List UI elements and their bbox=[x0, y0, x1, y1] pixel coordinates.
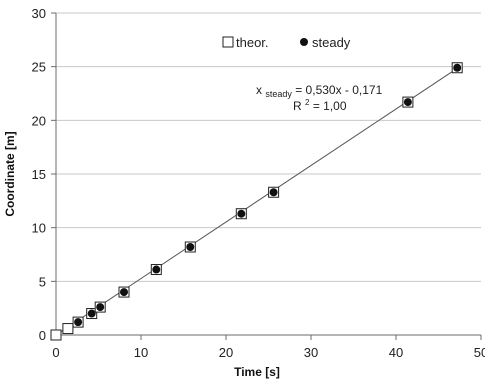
y-tick-label-5: 25 bbox=[32, 60, 46, 75]
steady-point-6 bbox=[237, 209, 246, 218]
steady-point-1 bbox=[87, 309, 96, 318]
y-tick-label-2: 10 bbox=[32, 221, 46, 236]
x-tick-label-2: 20 bbox=[219, 345, 233, 360]
x-tick-label-4: 40 bbox=[389, 345, 403, 360]
theor-point-1 bbox=[62, 323, 74, 335]
r-squared-rest: = 1,00 bbox=[313, 99, 347, 113]
steady-point-0 bbox=[74, 318, 83, 327]
legend: theor. steady bbox=[222, 35, 351, 50]
legend-steady-label: steady bbox=[312, 35, 351, 50]
trendline-equation: x steady = 0,530x - 0,171 R 2 = 1,00 bbox=[256, 83, 383, 113]
x-tick-label-5: 50 bbox=[474, 345, 485, 360]
legend-theor-label: theor. bbox=[236, 35, 269, 50]
r-squared-base: R bbox=[293, 99, 302, 113]
steady-point-7 bbox=[269, 188, 278, 197]
equation-var: x bbox=[256, 83, 262, 97]
y-axis-label: Coordinate [m] bbox=[3, 131, 17, 216]
legend-theor-marker bbox=[222, 36, 234, 48]
steady-point-4 bbox=[152, 265, 161, 274]
y-tick-label-0: 0 bbox=[39, 328, 46, 343]
r-squared-line: R 2 = 1,00 bbox=[293, 94, 347, 113]
data-marks bbox=[50, 62, 463, 341]
steady-point-5 bbox=[186, 242, 195, 251]
theor-point-0 bbox=[50, 329, 62, 341]
y-tick-label-3: 15 bbox=[32, 167, 46, 182]
equation-subscript: steady bbox=[265, 89, 292, 99]
r-squared-superscript: 2 bbox=[305, 98, 310, 107]
y-tick-label-4: 20 bbox=[32, 113, 46, 128]
steady-point-8 bbox=[403, 98, 412, 107]
equation-line: x steady = 0,530x - 0,171 bbox=[256, 83, 383, 100]
steady-point-3 bbox=[120, 288, 128, 297]
x-axis-label: Time [s] bbox=[234, 365, 280, 379]
equation-rest: = 0,530x - 0,171 bbox=[295, 83, 382, 97]
steady-point-9 bbox=[453, 63, 462, 72]
y-tick-label-6: 30 bbox=[32, 6, 46, 21]
x-tick-label-3: 30 bbox=[304, 345, 318, 360]
x-tick-label-0: 0 bbox=[52, 345, 59, 360]
legend-steady-marker bbox=[300, 38, 308, 46]
y-tick-label-1: 5 bbox=[39, 274, 46, 289]
x-tick-label-1: 10 bbox=[134, 345, 148, 360]
steady-point-2 bbox=[96, 303, 105, 312]
gridlines bbox=[56, 12, 481, 282]
tick-labels: 0 10 20 30 40 50 0 5 10 15 20 25 30 bbox=[32, 6, 485, 360]
